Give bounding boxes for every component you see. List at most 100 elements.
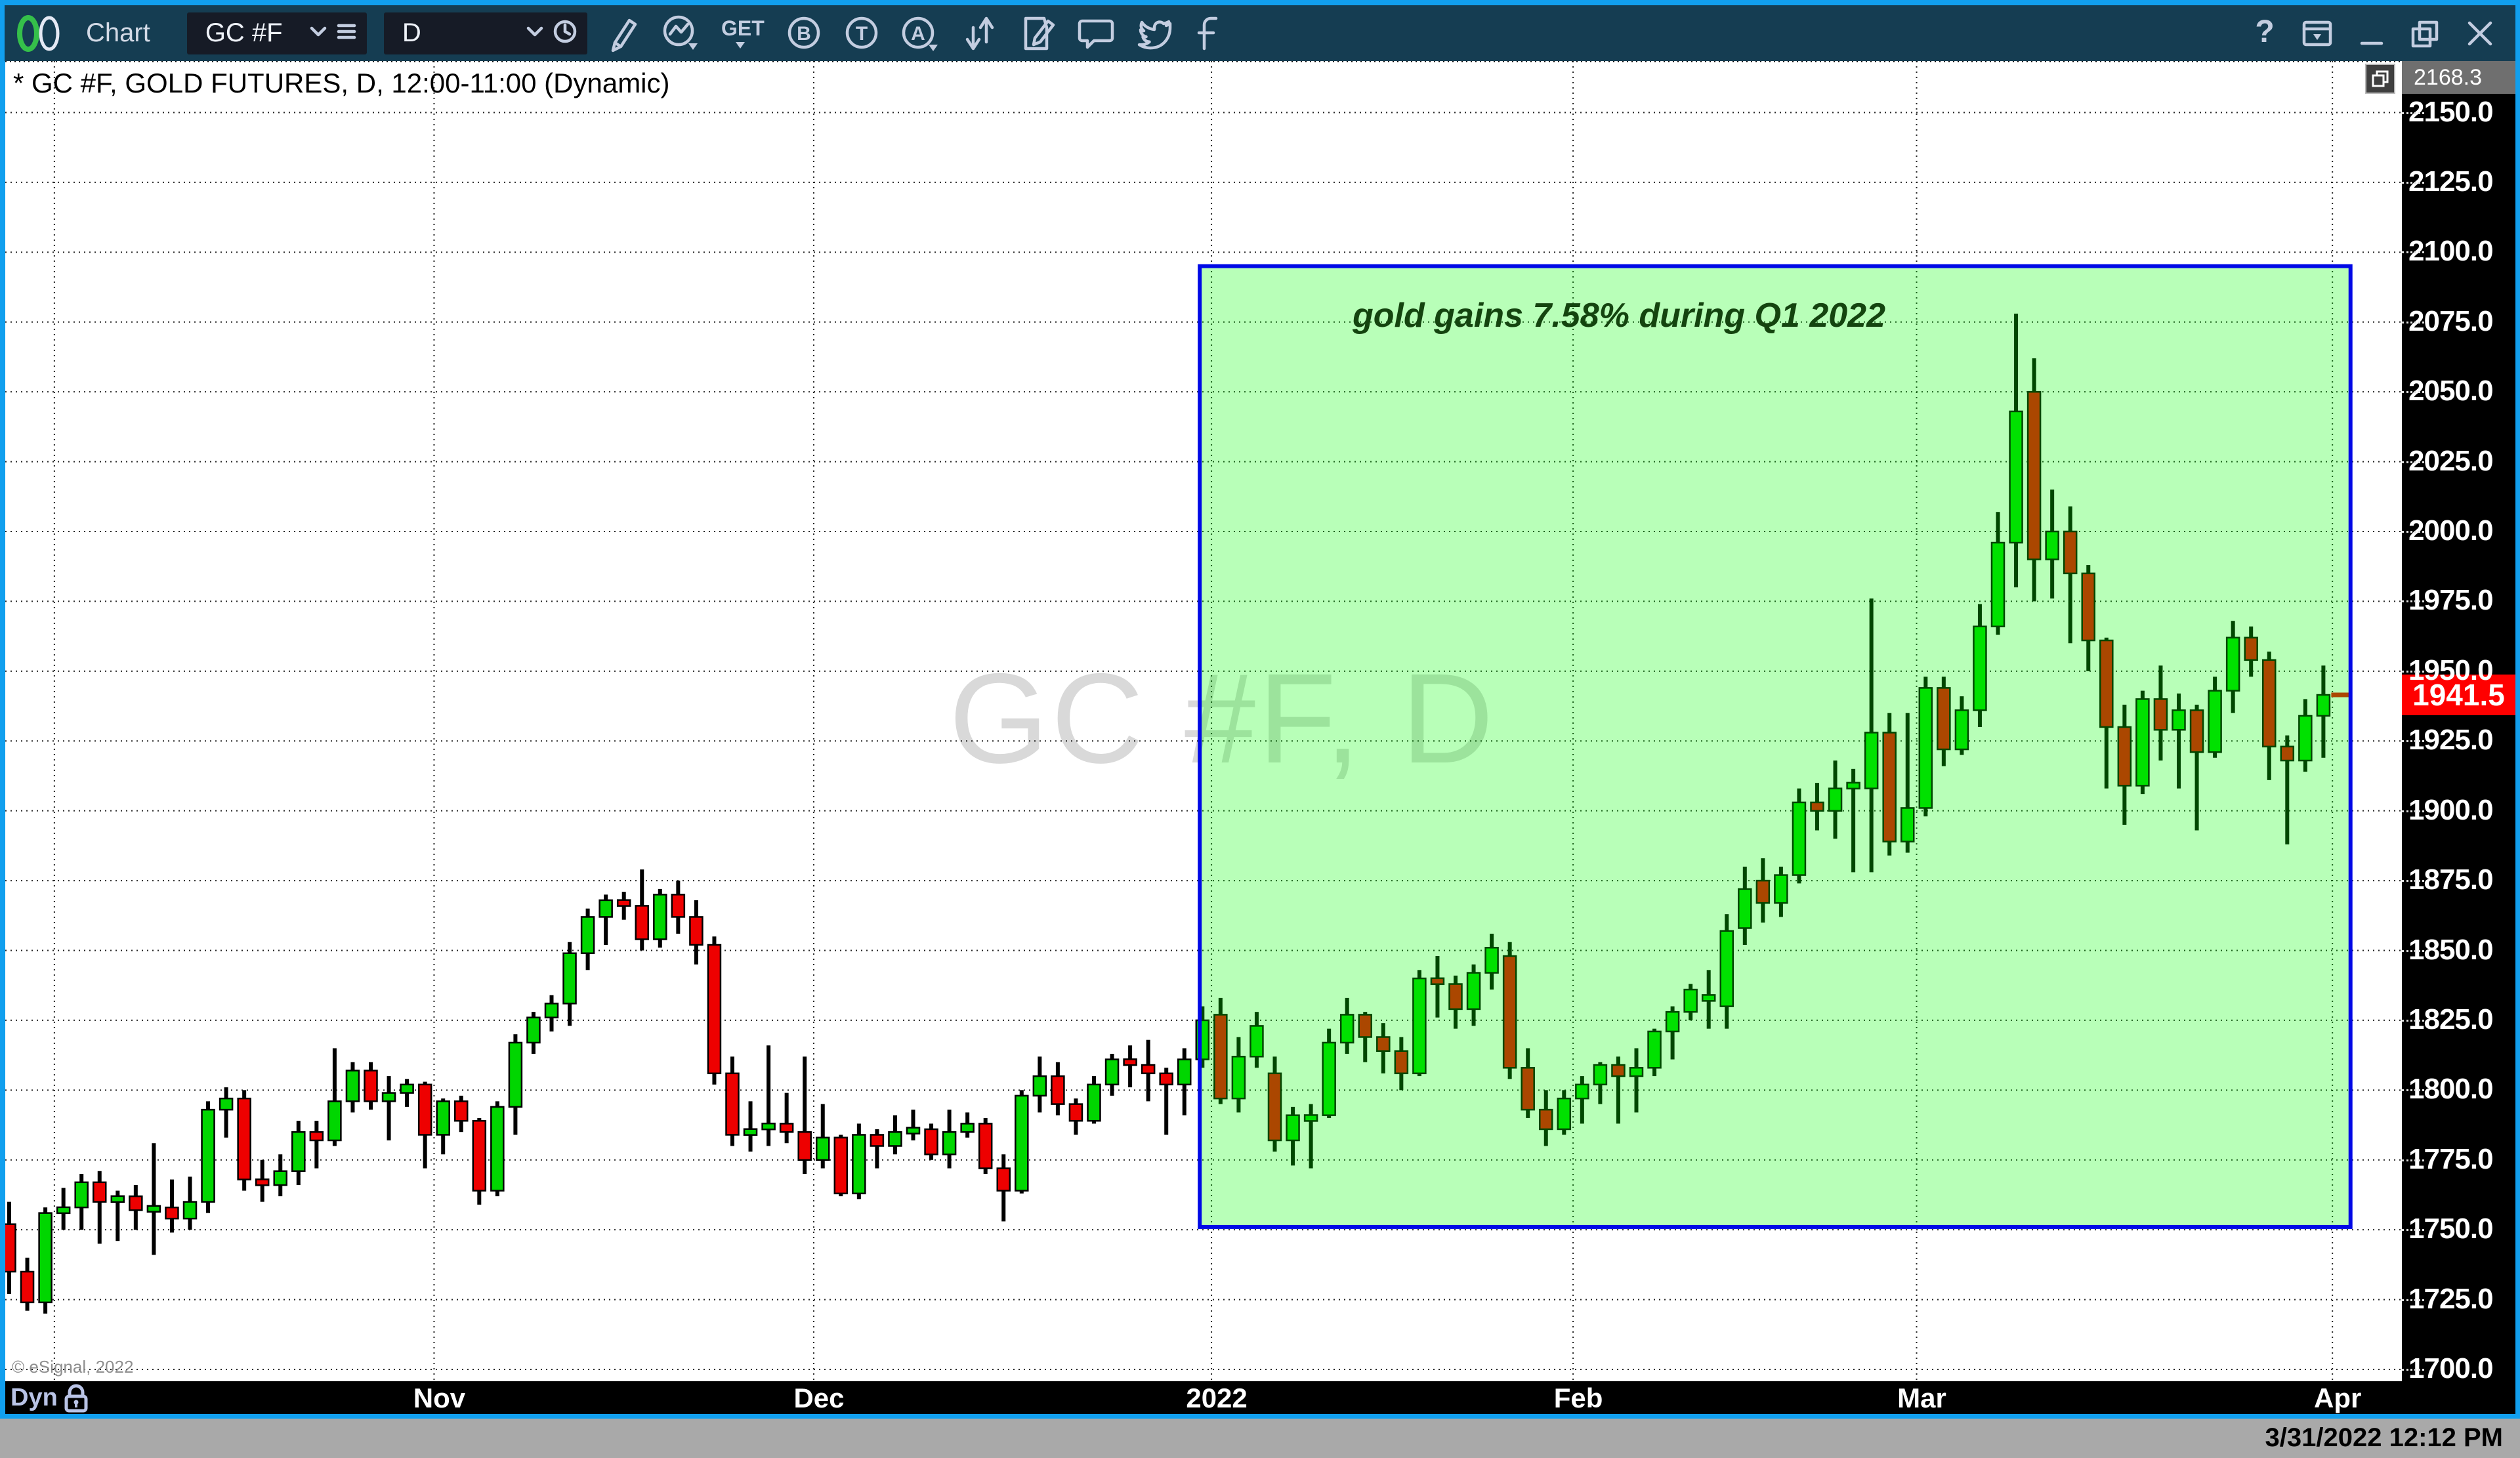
candle[interactable] — [1647, 1028, 1662, 1077]
candle[interactable] — [1521, 1048, 1535, 1118]
candle[interactable] — [1973, 604, 1987, 727]
alerts-button[interactable]: A — [900, 13, 943, 54]
candle[interactable] — [1250, 1012, 1264, 1068]
candle[interactable] — [1123, 1045, 1137, 1088]
candle[interactable] — [671, 881, 686, 934]
candle[interactable] — [743, 1101, 758, 1152]
candle[interactable] — [653, 888, 667, 948]
candle[interactable] — [1755, 858, 1771, 923]
candle[interactable] — [1990, 512, 2006, 635]
candle[interactable] — [165, 1179, 179, 1233]
candle[interactable] — [1557, 1090, 1572, 1135]
help-button[interactable]: ? — [2250, 13, 2279, 54]
candle[interactable] — [1213, 997, 1228, 1104]
time-axis[interactable]: Dyn Nov Dec 2022 Feb Mar Apr — [5, 1381, 2515, 1414]
candle[interactable] — [1539, 1090, 1553, 1146]
minimize-button[interactable] — [2355, 13, 2388, 54]
candle[interactable] — [472, 1117, 487, 1205]
candle[interactable] — [1466, 964, 1481, 1026]
candle[interactable] — [436, 1098, 450, 1155]
candle[interactable] — [598, 894, 613, 945]
candle[interactable] — [508, 1034, 523, 1135]
candle[interactable] — [2298, 699, 2313, 772]
candle[interactable] — [2189, 704, 2204, 831]
candle[interactable] — [1900, 713, 1915, 853]
candle[interactable] — [1701, 970, 1716, 1029]
candle[interactable] — [2262, 652, 2277, 780]
interval-input[interactable]: D — [383, 12, 587, 54]
candle[interactable] — [1918, 677, 1933, 817]
price-axis[interactable]: 2168.3 1941.5 2150.0 2125.0 2100.0 2075.0 20… — [2402, 61, 2515, 1385]
candle[interactable] — [201, 1101, 215, 1213]
candle[interactable] — [906, 1110, 921, 1140]
interval-value[interactable]: D — [402, 18, 421, 47]
candle[interactable] — [74, 1174, 89, 1230]
draw-pencil-button[interactable] — [606, 14, 642, 53]
annotation-text[interactable]: gold gains 7.58% during Q1 2022 — [1352, 297, 1886, 335]
candle[interactable] — [1032, 1056, 1047, 1113]
candle[interactable] — [56, 1188, 71, 1230]
text-note-button[interactable]: T — [842, 13, 881, 54]
candle[interactable] — [1683, 984, 1698, 1020]
candle[interactable] — [1882, 713, 1897, 856]
candle[interactable] — [1412, 970, 1427, 1077]
candle[interactable] — [1719, 914, 1734, 1029]
symbol-value[interactable]: GC #F — [205, 18, 283, 47]
annotation-box-border[interactable] — [1198, 264, 2353, 1229]
candle[interactable] — [2172, 693, 2186, 789]
candle[interactable] — [1810, 783, 1824, 831]
candle[interactable] — [1159, 1068, 1173, 1135]
candle[interactable] — [870, 1129, 885, 1169]
candle[interactable] — [1629, 1048, 1644, 1113]
candle[interactable] — [635, 869, 649, 951]
candle[interactable] — [2026, 358, 2042, 602]
symbol-menu-icon[interactable] — [335, 20, 358, 46]
candle[interactable] — [1792, 788, 1807, 884]
candle[interactable] — [580, 908, 595, 970]
candle[interactable] — [2153, 665, 2168, 761]
candle[interactable] — [1937, 677, 1951, 766]
candle[interactable] — [1575, 1076, 1589, 1124]
candle[interactable] — [1394, 1037, 1409, 1091]
candle[interactable] — [1611, 1056, 1626, 1124]
candle[interactable] — [1502, 942, 1517, 1079]
candle[interactable] — [381, 1076, 396, 1140]
candle[interactable] — [779, 1093, 794, 1144]
candle[interactable] — [2225, 621, 2240, 713]
candle[interactable] — [707, 936, 722, 1085]
candle[interactable] — [996, 1154, 1011, 1222]
symbol-input[interactable]: GC #F — [186, 12, 367, 54]
close-button[interactable] — [2462, 13, 2498, 54]
candle[interactable] — [417, 1081, 432, 1169]
facebook-icon[interactable] — [1194, 13, 1223, 54]
candle[interactable] — [1665, 1006, 1680, 1060]
candle[interactable] — [345, 1062, 360, 1113]
candle[interactable] — [924, 1123, 938, 1160]
candle[interactable] — [93, 1171, 107, 1244]
window-menu-button[interactable] — [2298, 13, 2337, 54]
candle[interactable] — [761, 1045, 776, 1146]
restore-button[interactable] — [2406, 13, 2443, 54]
candle[interactable] — [1051, 1062, 1065, 1115]
candle[interactable] — [110, 1190, 125, 1241]
candle[interactable] — [364, 1062, 378, 1110]
candle[interactable] — [1954, 696, 1969, 755]
dynamic-mode-toggle[interactable]: Dyn — [10, 1384, 58, 1411]
candle[interactable] — [1376, 1023, 1391, 1073]
candle[interactable] — [2135, 690, 2150, 795]
candle[interactable] — [797, 1056, 812, 1175]
candle[interactable] — [309, 1121, 324, 1169]
candle[interactable] — [2117, 704, 2132, 825]
maximize-panel-button[interactable] — [2365, 64, 2395, 94]
annotation-box-fill[interactable] — [1200, 266, 2351, 1227]
candle[interactable] — [689, 900, 704, 965]
candle[interactable] — [255, 1159, 270, 1202]
candle[interactable] — [219, 1087, 234, 1138]
candle[interactable] — [237, 1090, 251, 1191]
candle[interactable] — [1286, 1106, 1300, 1166]
candle[interactable] — [20, 1257, 35, 1311]
candle[interactable] — [1846, 768, 1860, 873]
candle[interactable] — [1430, 956, 1445, 1018]
chat-bubble-icon[interactable] — [1076, 13, 1116, 54]
candle[interactable] — [2063, 506, 2078, 644]
